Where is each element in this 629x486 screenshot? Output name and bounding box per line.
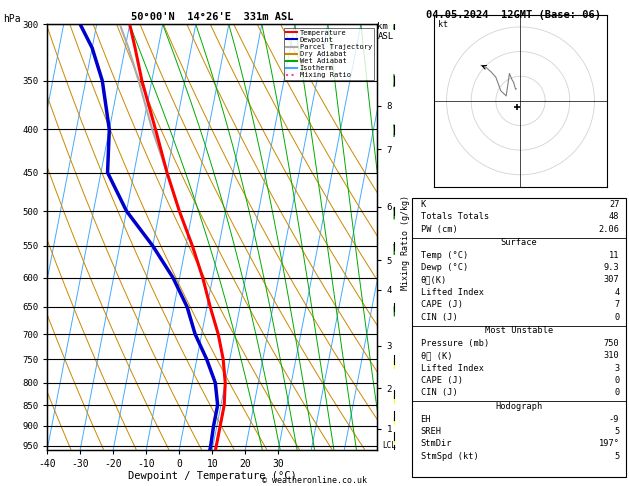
- X-axis label: Dewpoint / Temperature (°C): Dewpoint / Temperature (°C): [128, 471, 297, 481]
- Text: StmSpd (kt): StmSpd (kt): [421, 452, 478, 461]
- Text: 9.3: 9.3: [604, 263, 620, 272]
- Text: km
ASL: km ASL: [377, 22, 394, 40]
- Text: Totals Totals: Totals Totals: [421, 212, 489, 221]
- Text: 197°: 197°: [598, 439, 620, 449]
- Text: CIN (J): CIN (J): [421, 388, 457, 398]
- Text: 2.06: 2.06: [598, 225, 620, 233]
- Text: 04.05.2024  12GMT (Base: 06): 04.05.2024 12GMT (Base: 06): [426, 10, 601, 20]
- Text: 5: 5: [614, 452, 620, 461]
- Text: K: K: [421, 200, 426, 208]
- Text: 4: 4: [614, 288, 620, 297]
- Text: 50°00'N  14°26'E  331m ASL: 50°00'N 14°26'E 331m ASL: [131, 12, 294, 22]
- Text: 11: 11: [609, 251, 620, 260]
- Text: 0: 0: [614, 376, 620, 385]
- Text: hPa: hPa: [3, 14, 21, 24]
- Text: 3: 3: [614, 364, 620, 373]
- Text: Lifted Index: Lifted Index: [421, 364, 484, 373]
- Text: 750: 750: [604, 339, 620, 348]
- Text: Hodograph: Hodograph: [495, 402, 543, 411]
- Text: PW (cm): PW (cm): [421, 225, 457, 233]
- Text: EH: EH: [421, 415, 431, 423]
- Text: 310: 310: [604, 351, 620, 360]
- Text: Lifted Index: Lifted Index: [421, 288, 484, 297]
- Text: θᴄ (K): θᴄ (K): [421, 351, 452, 360]
- Text: 5: 5: [614, 427, 620, 436]
- Text: Most Unstable: Most Unstable: [485, 326, 553, 335]
- Text: 48: 48: [609, 212, 620, 221]
- Text: 307: 307: [604, 276, 620, 284]
- Text: 0: 0: [614, 312, 620, 322]
- Text: Pressure (mb): Pressure (mb): [421, 339, 489, 348]
- Text: CAPE (J): CAPE (J): [421, 376, 462, 385]
- Text: CIN (J): CIN (J): [421, 312, 457, 322]
- Text: LCL: LCL: [382, 441, 396, 450]
- Text: Dewp (°C): Dewp (°C): [421, 263, 468, 272]
- Text: © weatheronline.co.uk: © weatheronline.co.uk: [262, 475, 367, 485]
- Text: 7: 7: [614, 300, 620, 309]
- Legend: Temperature, Dewpoint, Parcel Trajectory, Dry Adiabat, Wet Adiabat, Isotherm, Mi: Temperature, Dewpoint, Parcel Trajectory…: [284, 28, 374, 80]
- Text: kt: kt: [438, 20, 448, 29]
- Text: 0: 0: [614, 388, 620, 398]
- Text: StmDir: StmDir: [421, 439, 452, 449]
- Text: -9: -9: [609, 415, 620, 423]
- Text: θᴄ(K): θᴄ(K): [421, 276, 447, 284]
- Text: CAPE (J): CAPE (J): [421, 300, 462, 309]
- Text: SREH: SREH: [421, 427, 442, 436]
- Text: Surface: Surface: [501, 238, 537, 247]
- Text: Temp (°C): Temp (°C): [421, 251, 468, 260]
- Text: 27: 27: [609, 200, 620, 208]
- Text: Mixing Ratio (g/kg): Mixing Ratio (g/kg): [401, 195, 410, 291]
